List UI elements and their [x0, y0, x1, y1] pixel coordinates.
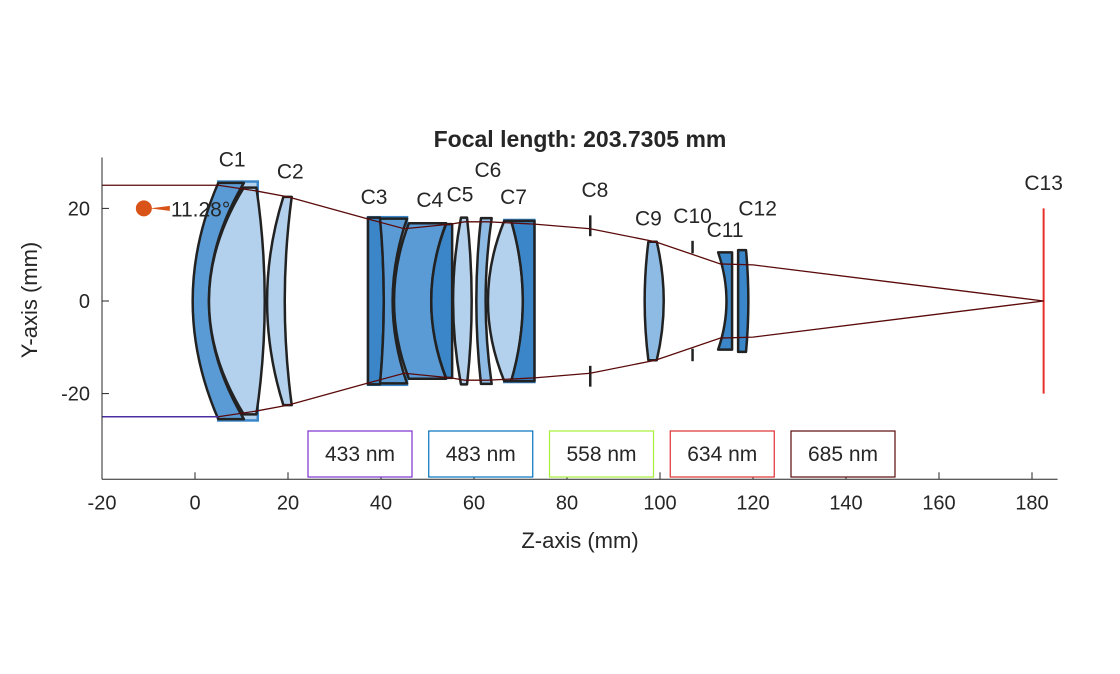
component-label: C9: [635, 208, 662, 231]
plot-title: Focal length: 203.7305 mm: [434, 126, 727, 152]
component-label: C12: [738, 197, 777, 220]
x-tick-label: 120: [736, 492, 769, 514]
lens-element: [509, 219, 536, 383]
component-c6: [475, 216, 493, 386]
lens-element: [451, 216, 473, 386]
component-c2: [265, 195, 293, 407]
lens-element: [643, 240, 665, 362]
component-c11: [716, 251, 734, 351]
component-label: C7: [500, 186, 527, 209]
legend-item-box: [548, 430, 655, 478]
x-tick-label: 140: [829, 492, 862, 514]
legend-item-label: 685 nm: [808, 443, 878, 466]
ray-marginal-bottom: [102, 300, 1044, 418]
field-angle-label: 11.28°: [171, 198, 230, 221]
legend-item-box: [790, 430, 896, 478]
legend-item-box: [307, 430, 413, 478]
component-label: C3: [361, 186, 388, 209]
lens-element: [378, 217, 409, 385]
x-axis-label: Z-axis (mm): [521, 528, 638, 553]
component-label: C13: [1024, 172, 1063, 195]
legend-item-box: [428, 430, 534, 478]
lens-element: [207, 186, 266, 416]
x-tick-label: 20: [277, 492, 299, 514]
y-tick-label: 20: [68, 198, 90, 220]
x-tick-label: 180: [1015, 492, 1048, 514]
x-tick-label: 160: [922, 492, 955, 514]
lens-element: [716, 251, 734, 351]
y-tick-label: 0: [79, 291, 90, 313]
legend-item-box: [669, 430, 775, 478]
component-label: C8: [581, 179, 608, 202]
component-label: C2: [277, 160, 304, 183]
component-label: C6: [475, 159, 502, 182]
y-tick-label: -20: [61, 384, 90, 406]
legend-item-label: 483 nm: [446, 443, 516, 466]
ray-group: [102, 184, 1044, 418]
component-label: C1: [219, 149, 246, 172]
legend-item-label: 634 nm: [687, 443, 757, 466]
x-tick-label: 60: [463, 492, 485, 514]
component-label: C11: [707, 219, 744, 242]
field-angle-arrow-icon: [149, 205, 170, 211]
legend-item-label: 433 nm: [325, 443, 395, 466]
component-c9: [643, 240, 665, 362]
component-c7: [486, 218, 536, 384]
lens-element: [265, 195, 293, 407]
component-c4: [392, 221, 454, 381]
x-tick-label: -20: [88, 492, 117, 514]
x-tick-label: 0: [189, 492, 200, 514]
component-c5: [451, 216, 473, 386]
y-axis-label: Y-axis (mm): [17, 242, 42, 359]
component-c12: [736, 248, 750, 354]
lens-element: [736, 248, 750, 354]
component-c1: [191, 180, 266, 422]
x-tick-label: 40: [370, 492, 392, 514]
legend: 433 nm 483 nm 558 nm 634 nm 685 nm: [307, 430, 896, 478]
axes: -20 0 20 40 60 80 100 120 140 160 180 -20 0 20: [61, 157, 1058, 514]
field-angle-marker: [135, 200, 152, 217]
lens-element: [475, 216, 493, 386]
x-tick-label: 100: [643, 492, 676, 514]
x-tick-label: 80: [556, 492, 578, 514]
lens-group: [191, 180, 1045, 422]
component-label: C5: [447, 183, 474, 206]
component-label: C10: [673, 205, 712, 228]
component-label: C4: [416, 189, 443, 212]
ray-marginal-top: [102, 184, 1044, 302]
legend-item-label: 558 nm: [566, 443, 636, 466]
